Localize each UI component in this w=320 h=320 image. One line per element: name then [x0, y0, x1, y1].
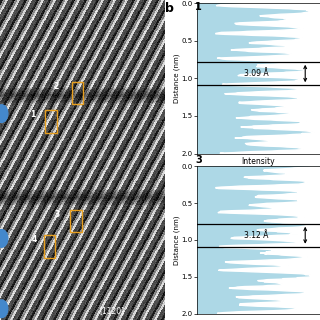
Bar: [45, 110, 57, 133]
Text: 4: 4: [31, 235, 36, 244]
Bar: [70, 210, 82, 232]
Text: 3.12 Å: 3.12 Å: [244, 231, 268, 240]
Text: 1: 1: [195, 2, 202, 12]
Ellipse shape: [0, 105, 8, 122]
Text: Intensity: Intensity: [242, 157, 275, 166]
Bar: [44, 235, 55, 258]
Bar: [72, 82, 83, 104]
Text: 1: 1: [30, 110, 36, 119]
Text: 3.09 Å: 3.09 Å: [244, 69, 268, 78]
Text: [1120]: [1120]: [100, 307, 124, 316]
Ellipse shape: [0, 230, 8, 247]
Ellipse shape: [0, 300, 8, 317]
Text: b: b: [165, 2, 174, 15]
Y-axis label: Distance (nm): Distance (nm): [173, 54, 180, 103]
Y-axis label: Distance (nm): Distance (nm): [173, 215, 180, 265]
Text: 3: 3: [195, 155, 202, 165]
Text: 2: 2: [53, 82, 59, 91]
Text: 3: 3: [54, 210, 60, 219]
